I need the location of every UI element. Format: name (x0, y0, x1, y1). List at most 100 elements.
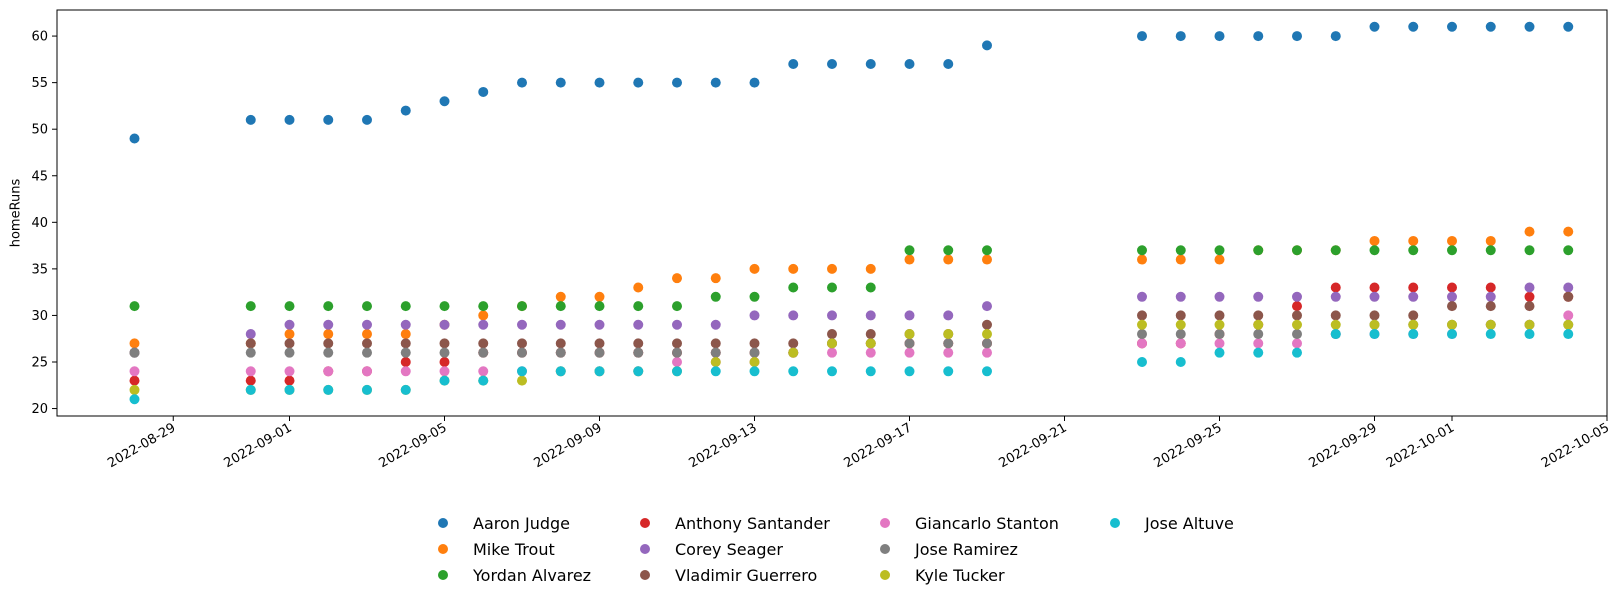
series-aaron-judge (129, 21, 1574, 144)
data-point (1175, 338, 1186, 349)
data-point (904, 310, 915, 321)
legend-item: Corey Seager (640, 540, 783, 559)
data-point (865, 263, 876, 274)
data-point (439, 366, 450, 377)
y-tick-label: 35 (31, 262, 48, 277)
data-point (1330, 31, 1341, 42)
data-point (245, 366, 256, 377)
data-point (594, 301, 605, 312)
data-point (594, 319, 605, 330)
data-point (1485, 329, 1496, 340)
data-point (478, 338, 489, 349)
x-tick-label: 2022-08-29 (105, 420, 178, 471)
data-point (1369, 319, 1380, 330)
data-point (943, 254, 954, 265)
data-point (323, 338, 334, 349)
series-anthony-santander (129, 282, 1574, 386)
x-tick-label: 2022-09-13 (687, 420, 760, 471)
legend-label: Yordan Alvarez (472, 566, 591, 585)
data-point (323, 319, 334, 330)
data-point (1447, 301, 1457, 312)
data-point (1137, 356, 1147, 367)
data-point (865, 282, 876, 293)
legend-label: Anthony Santander (675, 514, 830, 533)
data-point (1175, 356, 1186, 367)
y-tick-label: 30 (31, 309, 48, 324)
series-kyle-tucker (129, 319, 1574, 395)
data-point (439, 96, 450, 107)
data-point (982, 329, 992, 340)
data-point (1292, 329, 1302, 340)
data-point (1175, 245, 1186, 256)
data-point (594, 291, 605, 302)
data-point (555, 319, 566, 330)
data-point (129, 301, 140, 312)
data-point (633, 77, 644, 88)
data-point (594, 347, 605, 358)
legend-label: Vladimir Guerrero (675, 566, 817, 585)
data-point (904, 366, 915, 377)
legend-marker (438, 518, 448, 528)
data-point (1214, 245, 1225, 256)
legend-item: Giancarlo Stanton (880, 514, 1059, 533)
data-point (1214, 319, 1225, 330)
plot-frame (56, 9, 1608, 417)
data-point (1447, 319, 1457, 330)
data-point (1524, 329, 1535, 340)
data-point (400, 347, 411, 358)
data-point (1253, 310, 1264, 321)
data-point (1563, 226, 1574, 237)
data-point (1214, 310, 1225, 321)
data-point (323, 114, 334, 125)
data-point (517, 338, 527, 349)
data-point (594, 77, 605, 88)
data-point (904, 347, 915, 358)
data-point (1369, 291, 1380, 302)
data-point (1408, 310, 1419, 321)
data-point (1137, 254, 1147, 265)
legend-label: Mike Trout (473, 540, 555, 559)
data-point (710, 77, 721, 88)
data-point (478, 310, 489, 321)
data-point (1563, 21, 1574, 32)
x-tick-label: 2022-10-01 (1384, 420, 1457, 471)
data-point (1137, 329, 1147, 340)
data-point (749, 338, 760, 349)
x-tick-label: 2022-09-09 (532, 420, 605, 471)
data-point (827, 310, 837, 321)
data-point (788, 59, 799, 70)
data-point (1524, 21, 1535, 32)
legend-marker (438, 570, 448, 580)
data-point (710, 319, 721, 330)
data-point (788, 263, 799, 274)
data-point (1330, 310, 1341, 321)
data-point (943, 329, 954, 340)
data-point (1485, 319, 1496, 330)
legend: Aaron Judge Mike Trout Yordan Alvarez Antho… (438, 514, 1234, 585)
data-point (478, 86, 489, 97)
data-point (1292, 31, 1302, 42)
data-point (362, 301, 372, 312)
data-point (827, 338, 837, 349)
plot-area (129, 21, 1574, 405)
data-point (517, 375, 527, 386)
data-point (1524, 291, 1535, 302)
data-point (710, 338, 721, 349)
data-point (865, 59, 876, 70)
data-point (710, 291, 721, 302)
data-point (1253, 329, 1264, 340)
data-point (943, 245, 954, 256)
data-point (982, 347, 992, 358)
data-point (400, 301, 411, 312)
data-point (284, 384, 295, 395)
legend-marker (640, 518, 650, 528)
legend-item: Aaron Judge (438, 514, 570, 533)
data-point (245, 114, 256, 125)
data-point (827, 347, 837, 358)
data-point (749, 310, 760, 321)
data-point (982, 338, 992, 349)
data-point (323, 347, 334, 358)
data-point (594, 338, 605, 349)
